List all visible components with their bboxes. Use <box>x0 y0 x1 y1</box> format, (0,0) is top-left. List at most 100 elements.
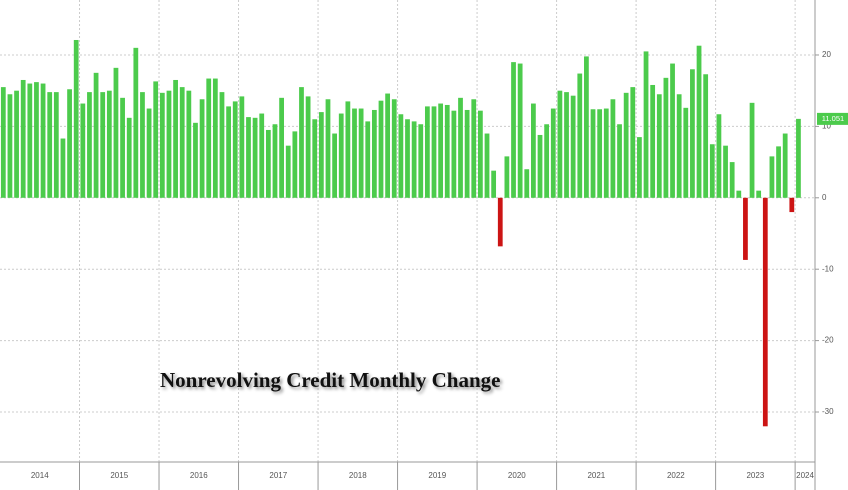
x-tick-label: 2022 <box>667 471 685 480</box>
bar <box>723 145 728 198</box>
bar <box>47 92 53 198</box>
bar <box>80 103 86 198</box>
bar <box>34 82 39 198</box>
value-label-box <box>817 112 848 125</box>
bar <box>570 95 576 198</box>
x-tick-label: 2019 <box>428 471 446 480</box>
bar <box>345 101 351 198</box>
bar <box>186 90 192 198</box>
x-tick-label: 2023 <box>746 471 764 480</box>
bar <box>40 83 46 198</box>
x-tick-label: 2016 <box>190 471 208 480</box>
bar <box>497 197 503 247</box>
bar <box>411 121 417 198</box>
bar <box>365 121 371 198</box>
bar <box>358 108 364 198</box>
bar <box>424 106 430 198</box>
bar <box>7 94 13 198</box>
bar <box>504 156 510 198</box>
bar <box>246 117 251 198</box>
bar <box>444 104 450 198</box>
value-label: 11.051 <box>822 114 844 123</box>
bar <box>709 144 715 198</box>
bar <box>193 122 198 198</box>
bar <box>106 90 112 198</box>
bar <box>464 109 470 198</box>
bar <box>603 108 609 198</box>
bar <box>279 97 284 198</box>
bar <box>0 87 6 198</box>
bar <box>120 97 125 198</box>
bar <box>676 94 682 198</box>
bar <box>478 110 483 198</box>
bar <box>610 99 616 198</box>
bar <box>511 62 516 198</box>
bar <box>391 99 397 198</box>
bar <box>285 145 291 198</box>
bar <box>630 87 636 198</box>
x-tick-label: 2020 <box>508 471 526 480</box>
bar <box>140 92 145 198</box>
bar <box>531 103 536 198</box>
bar <box>206 78 212 198</box>
bar <box>159 92 165 198</box>
bar <box>577 73 583 198</box>
bar <box>597 109 603 198</box>
bar <box>338 113 344 198</box>
bar <box>20 79 26 198</box>
bar <box>305 96 311 198</box>
bar <box>769 156 775 198</box>
chart-title: Nonrevolving Credit Monthly Change <box>160 368 501 392</box>
bar <box>782 133 788 198</box>
y-tick-label: -10 <box>822 264 834 273</box>
bar <box>199 99 205 198</box>
bar <box>87 92 92 198</box>
x-tick-label: 2014 <box>31 471 49 480</box>
bar <box>438 103 444 198</box>
bar <box>796 118 801 198</box>
bar <box>736 190 742 198</box>
bar <box>146 108 152 198</box>
bar <box>544 124 550 198</box>
bar <box>60 138 66 198</box>
bar <box>491 170 497 198</box>
bar <box>590 109 596 198</box>
bar <box>173 79 178 198</box>
bar <box>584 56 589 198</box>
bar <box>212 78 218 198</box>
bar <box>517 63 523 198</box>
bar <box>312 119 318 198</box>
x-tick-label: 2015 <box>110 471 128 480</box>
bar <box>371 109 377 198</box>
bar <box>239 96 245 198</box>
bar <box>398 114 404 198</box>
bar <box>617 124 622 198</box>
y-tick-label: -30 <box>822 407 834 416</box>
bar <box>776 146 781 198</box>
y-tick-label: 20 <box>822 50 831 59</box>
bar <box>663 77 669 198</box>
bar <box>564 92 569 198</box>
bar <box>93 72 99 198</box>
bar <box>650 84 656 198</box>
bar <box>73 39 79 198</box>
bar <box>743 197 748 260</box>
bar <box>67 89 72 198</box>
bar <box>683 107 689 198</box>
bar <box>696 45 702 198</box>
bar <box>789 197 795 213</box>
bar <box>14 90 19 198</box>
bar <box>690 69 695 198</box>
bar <box>431 106 437 198</box>
bar <box>656 94 662 198</box>
bar <box>471 99 477 198</box>
bar <box>418 124 424 198</box>
bar <box>458 97 463 198</box>
bar <box>637 137 642 198</box>
bar <box>133 47 139 198</box>
y-tick-label: 10 <box>822 121 831 130</box>
bar <box>100 92 106 198</box>
bar <box>27 83 33 198</box>
bar <box>451 110 457 198</box>
